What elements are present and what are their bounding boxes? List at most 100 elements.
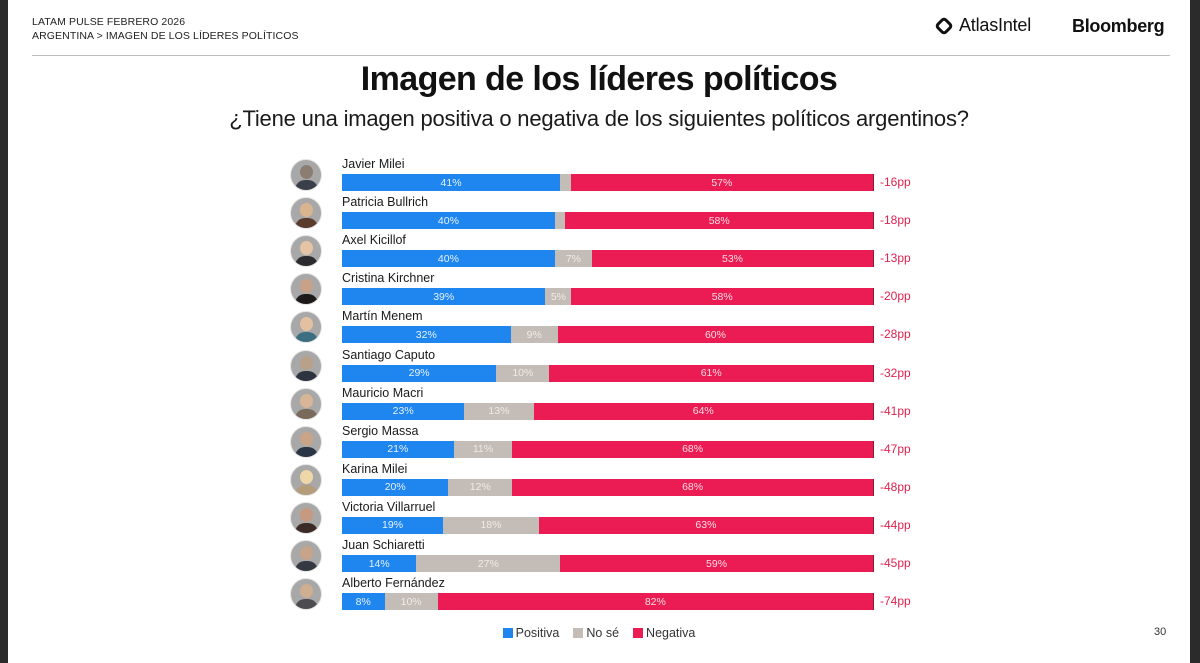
data-label: 40% [437,214,459,227]
data-label: 58% [711,290,733,303]
bar-segment-negativa: 53% [592,250,874,268]
net-difference-label: -44pp [880,517,911,532]
bar-segment-negativa: 58% [571,288,874,306]
chart-row: Juan Schiaretti 14% 27% 59% -45pp [290,538,950,576]
avatar-head [300,393,313,408]
stacked-bar: 40% 7% 53% [342,250,874,268]
chart-subtitle: ¿Tiene una imagen positiva o negativa de… [229,106,969,131]
chart-row: Javier Milei 41% 57% -16pp [290,157,950,195]
chart-row: Sergio Massa 21% 11% 68% -47pp [290,424,950,462]
chart-row: Mauricio Macri 23% 13% 64% -41pp [290,386,950,424]
avatar-body [295,446,318,457]
net-difference-label: -48pp [880,479,911,494]
avatar-body [295,408,318,419]
bar-segment-negativa: 60% [557,326,874,344]
chart-legend: Positiva No sé Negativa [8,626,1190,640]
net-difference-label: -41pp [880,403,911,418]
politician-avatar-icon [290,159,322,191]
data-label: 82% [644,595,666,608]
category-label: Juan Schiaretti [342,538,425,552]
politician-avatar-icon [290,197,322,230]
avatar-body [295,522,318,533]
politician-avatar-icon [290,349,322,382]
stacked-bar: 40% 58% [342,212,874,230]
data-label: 20% [384,481,406,494]
politician-avatar-icon [290,578,322,611]
report-name: LATAM PULSE FEBRERO 2026 [32,16,186,28]
net-difference-label: -13pp [880,251,911,266]
category-label: Santiago Caputo [342,347,436,362]
stacked-bar: 21% 11% 68% [342,440,874,458]
legend-item-no-se: No sé [573,626,619,640]
category-label: Axel Kicillof [342,233,406,248]
data-label: 13% [488,405,510,418]
bar-segment-negativa: 57% [570,174,874,191]
avatar-head [300,584,313,599]
avatar-head [300,165,313,179]
data-label: 5% [550,290,567,303]
bar-segment-negativa: 63% [538,516,874,534]
data-label: 59% [706,557,728,570]
data-label: 10% [512,367,534,379]
data-label: 18% [480,519,502,532]
net-difference-label: -74pp [880,594,911,609]
data-label: 23% [392,405,414,418]
data-label: 19% [382,519,404,532]
bar-segment-no-se: 10% [496,364,550,382]
legend-item-negativa: Negativa [633,626,695,640]
bar-segment-no-se [560,174,571,191]
data-label: 11% [472,443,494,456]
slide-header: LATAM PULSE FEBRERO 2026 ARGENTINA > IMA… [32,15,299,43]
stacked-bar: 20% 12% 68% [342,478,874,496]
category-label: Javier Milei [342,157,405,171]
net-difference-label: -47pp [880,441,911,456]
data-label: 27% [477,557,499,570]
category-label: Patricia Bullrich [342,195,429,210]
category-label: Cristina Kirchner [342,271,435,286]
chart-row: Martín Menem 32% 9% 60% -28pp [290,309,950,347]
legend-swatch-positiva [502,628,513,638]
atlasintel-logo: AtlasIntel [934,15,1031,36]
politician-avatar-icon [290,501,322,534]
data-label: 21% [387,443,409,456]
avatar-body [295,294,318,305]
chart-row: Santiago Caputo 29% 10% 61% -32pp [290,348,950,386]
data-label: 57% [711,176,733,189]
avatar-head [300,279,313,294]
avatar-head [300,317,313,332]
data-label: 7% [565,252,581,265]
avatar-head [300,355,313,370]
stacked-bar: 19% 18% 63% [342,516,874,534]
net-difference-label: -32pp [880,365,911,380]
bar-segment-no-se: 11% [453,440,513,458]
header-divider [32,55,1170,56]
data-label: 64% [692,405,714,418]
avatar-body [295,599,318,610]
category-label: Alberto Fernández [342,576,445,591]
legend-label-positiva: Positiva [515,626,560,640]
legend-item-positiva: Positiva [502,626,560,640]
bar-segment-negativa: 59% [560,555,874,572]
net-difference-label: -20pp [880,289,911,304]
avatar-body [295,561,318,571]
chart-row: Victoria Villarruel 19% 18% 63% -44pp [290,500,950,538]
avatar-body [295,180,318,190]
net-difference-label: -45pp [880,556,911,570]
breadcrumb: ARGENTINA > IMAGEN DE LOS LÍDERES POLÍTI… [32,30,299,42]
politician-avatar-icon [290,235,322,268]
net-difference-label: -18pp [880,213,911,228]
data-label: 14% [368,557,390,570]
bar-segment-positiva: 32% [342,326,511,344]
avatar-body [295,218,318,229]
bar-segment-no-se: 10% [384,593,438,611]
politician-avatar-icon [290,311,322,344]
data-label: 39% [433,290,455,303]
stacked-bar: 41% 57% [342,174,874,191]
data-label: 8% [355,595,371,608]
bar-segment-negativa: 68% [512,478,874,496]
politician-avatar-icon [290,463,322,496]
avatar-body [295,484,318,495]
bar-segment-no-se: 5% [545,288,572,306]
data-label: 61% [700,367,722,379]
stacked-bar: 39% 5% 58% [342,288,874,306]
